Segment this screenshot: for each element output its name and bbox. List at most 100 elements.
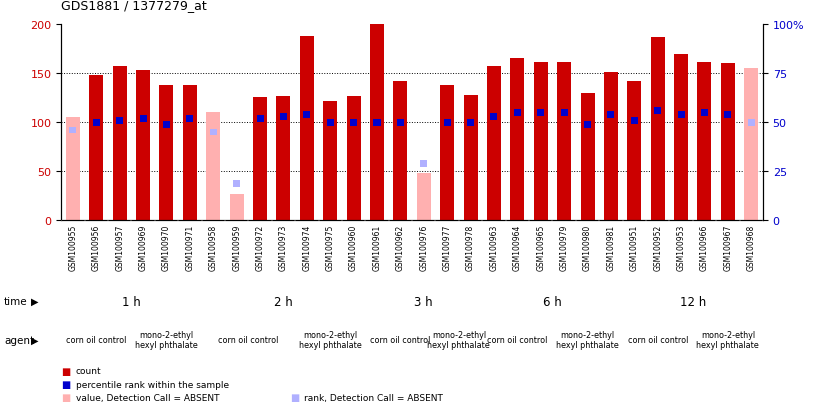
Bar [721,64,735,221]
Text: 2 h: 2 h [274,295,293,308]
Bar [347,96,361,221]
Bar [163,121,170,128]
Bar [393,82,407,221]
Text: 1 h: 1 h [122,295,140,308]
Bar [89,76,104,221]
Bar [229,195,244,221]
Bar [417,174,431,221]
Text: GSM100955: GSM100955 [69,224,78,271]
Text: agent: agent [4,335,34,345]
Text: GSM100953: GSM100953 [676,224,685,271]
Bar [370,25,384,221]
Bar [280,114,287,121]
Text: ▶: ▶ [31,335,38,345]
Bar [561,109,568,116]
Text: GSM100956: GSM100956 [91,224,101,271]
Bar [397,119,404,126]
Text: mono-2-ethyl
hexyl phthalate: mono-2-ethyl hexyl phthalate [428,330,490,349]
Text: GSM100975: GSM100975 [326,224,335,271]
Text: GSM100966: GSM100966 [700,224,709,271]
Bar [93,119,100,126]
Bar [650,38,665,221]
Bar [607,112,614,119]
Bar [490,114,498,121]
Text: time: time [4,297,28,306]
Text: GSM100958: GSM100958 [209,224,218,271]
Text: GDS1881 / 1377279_at: GDS1881 / 1377279_at [61,0,207,12]
Bar [277,96,290,221]
Text: 3 h: 3 h [415,295,433,308]
Text: ■: ■ [290,392,299,402]
Bar [350,119,357,126]
Bar [584,121,591,128]
Bar [210,129,217,136]
Text: GSM100971: GSM100971 [185,224,194,271]
Text: count: count [76,366,101,375]
Bar [510,59,525,221]
Text: 12 h: 12 h [680,295,706,308]
Bar [113,67,126,221]
Bar [233,180,240,187]
Text: ■: ■ [61,366,70,376]
Bar [557,63,571,221]
Bar [631,117,638,124]
Bar [514,109,521,116]
Bar [299,37,314,221]
Text: GSM100972: GSM100972 [255,224,264,271]
Bar [674,55,688,221]
Bar [654,108,661,114]
Bar [206,113,220,221]
Text: mono-2-ethyl
hexyl phthalate: mono-2-ethyl hexyl phthalate [135,330,197,349]
Text: GSM100981: GSM100981 [606,224,615,270]
Text: GSM100961: GSM100961 [372,224,382,271]
Bar [604,73,618,221]
Text: GSM100969: GSM100969 [139,224,148,271]
Bar [677,112,685,119]
Bar [444,119,450,126]
Bar [420,161,428,168]
Text: percentile rank within the sample: percentile rank within the sample [76,380,229,389]
Text: corn oil control: corn oil control [66,335,126,344]
Text: GSM100979: GSM100979 [560,224,569,271]
Text: GSM100973: GSM100973 [279,224,288,271]
Bar [580,93,595,221]
Bar [304,112,310,119]
Text: GSM100964: GSM100964 [512,224,522,271]
Text: corn oil control: corn oil control [628,335,688,344]
Bar [537,109,544,116]
Text: GSM100965: GSM100965 [536,224,545,271]
Bar [463,95,477,221]
Bar [136,71,150,221]
Text: mono-2-ethyl
hexyl phthalate: mono-2-ethyl hexyl phthalate [299,330,361,349]
Text: corn oil control: corn oil control [218,335,278,344]
Bar [534,63,548,221]
Text: ▶: ▶ [31,297,38,306]
Bar [747,119,755,126]
Bar [159,85,174,221]
Text: ■: ■ [61,379,70,389]
Text: GSM100968: GSM100968 [747,224,756,271]
Bar [725,112,731,119]
Bar [487,67,501,221]
Text: GSM100962: GSM100962 [396,224,405,271]
Text: GSM100978: GSM100978 [466,224,475,271]
Bar [628,82,641,221]
Text: GSM100967: GSM100967 [723,224,733,271]
Bar [116,117,123,124]
Text: ■: ■ [61,392,70,402]
Text: GSM100960: GSM100960 [349,224,358,271]
Text: GSM100957: GSM100957 [115,224,124,271]
Bar [440,85,455,221]
Bar [326,119,334,126]
Text: value, Detection Call = ABSENT: value, Detection Call = ABSENT [76,393,220,402]
Text: mono-2-ethyl
hexyl phthalate: mono-2-ethyl hexyl phthalate [697,330,759,349]
Text: GSM100952: GSM100952 [653,224,663,271]
Text: GSM100974: GSM100974 [302,224,312,271]
Text: GSM100976: GSM100976 [419,224,428,271]
Bar [66,118,80,221]
Bar [323,101,337,221]
Text: 6 h: 6 h [543,295,561,308]
Bar [140,116,147,122]
Text: corn oil control: corn oil control [487,335,548,344]
Text: GSM100980: GSM100980 [583,224,592,271]
